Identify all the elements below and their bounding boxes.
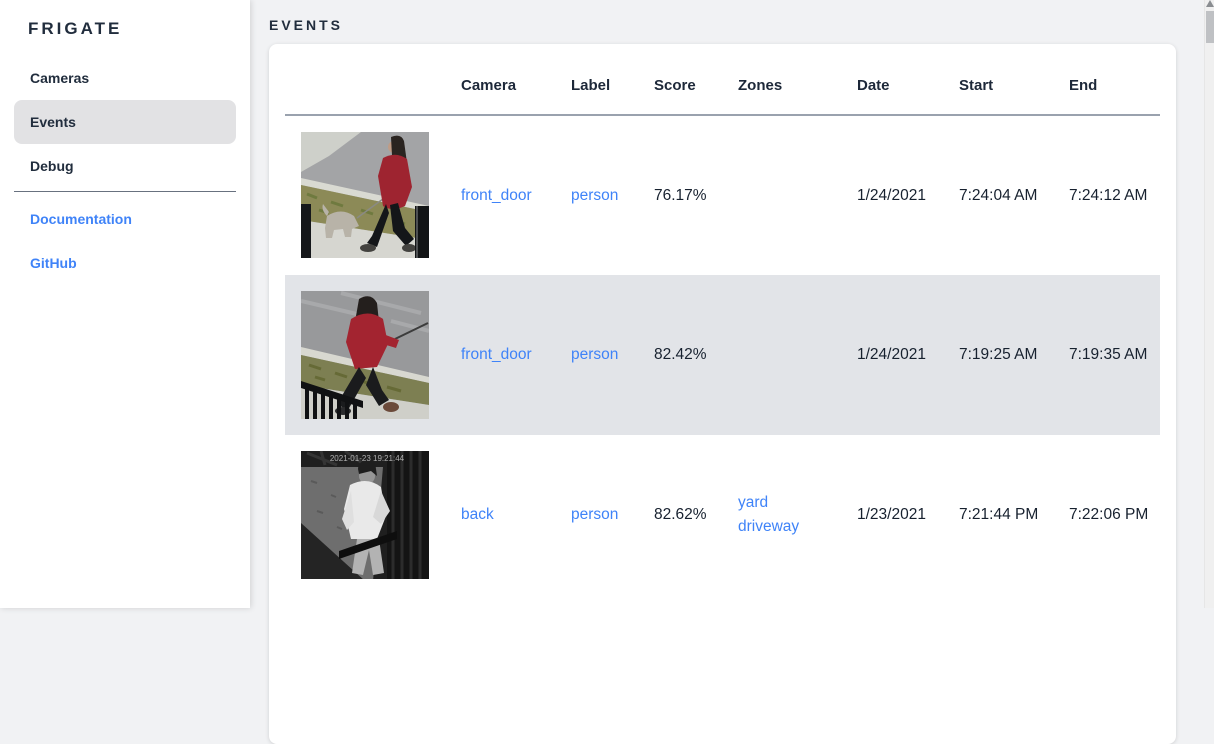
sidebar-link-documentation[interactable]: Documentation	[14, 197, 236, 241]
start-time-value: 7:19:25 AM	[959, 346, 1037, 363]
col-header-date: Date	[857, 44, 959, 115]
scrollbar-thumb[interactable]	[1206, 11, 1214, 43]
sidebar-item-debug[interactable]: Debug	[14, 144, 236, 188]
end-time-value: 7:22:06 PM	[1069, 506, 1148, 523]
zones-cell	[738, 115, 857, 275]
sidebar-link-github[interactable]: GitHub	[14, 241, 236, 285]
app-logo[interactable]: FRIGATE	[0, 0, 250, 39]
label-link[interactable]: person	[571, 506, 618, 523]
label-link[interactable]: person	[571, 187, 618, 204]
sidebar-nav: Cameras Events Debug	[0, 56, 250, 188]
zones-cell	[738, 275, 857, 435]
scrollbar[interactable]	[1204, 0, 1214, 608]
date-value: 1/24/2021	[857, 346, 926, 363]
zones-cell: yard driveway	[738, 435, 857, 595]
score-value: 82.62%	[654, 506, 707, 523]
sidebar-item-events[interactable]: Events	[14, 100, 236, 144]
col-header-end: End	[1069, 44, 1160, 115]
sidebar-divider	[14, 191, 236, 192]
event-thumbnail[interactable]	[301, 291, 429, 419]
page-title: EVENTS	[269, 17, 1204, 33]
col-header-thumbnail	[285, 44, 461, 115]
col-header-camera: Camera	[461, 44, 571, 115]
col-header-zones: Zones	[738, 44, 857, 115]
main-content: EVENTS Camera Label Score Zones Date Sta…	[250, 0, 1204, 608]
table-header-row: Camera Label Score Zones Date Start End	[285, 44, 1160, 115]
end-time-value: 7:19:35 AM	[1069, 346, 1147, 363]
date-value: 1/24/2021	[857, 187, 926, 204]
sidebar-item-cameras[interactable]: Cameras	[14, 56, 236, 100]
thumbnail-image-night-infrared: 2021-01-23 19:21:44	[301, 451, 429, 579]
camera-link[interactable]: front_door	[461, 187, 532, 204]
col-header-score: Score	[654, 44, 738, 115]
label-link[interactable]: person	[571, 346, 618, 363]
table-row: 2021-01-23 19:21:44 back person 82.62% y…	[285, 435, 1160, 595]
score-value: 76.17%	[654, 187, 707, 204]
score-value: 82.42%	[654, 346, 707, 363]
start-time-value: 7:24:04 AM	[959, 187, 1037, 204]
col-header-start: Start	[959, 44, 1069, 115]
table-row-highlighted: front_door person 82.42% 1/24/2021 7:19:…	[285, 275, 1160, 435]
scrollbar-up-arrow-icon[interactable]	[1206, 0, 1214, 7]
events-table: Camera Label Score Zones Date Start End	[285, 44, 1160, 595]
camera-link[interactable]: back	[461, 506, 494, 523]
date-value: 1/23/2021	[857, 506, 926, 523]
event-thumbnail[interactable]: 2021-01-23 19:21:44	[301, 451, 429, 579]
events-card: Camera Label Score Zones Date Start End	[269, 44, 1176, 744]
sidebar: FRIGATE Cameras Events Debug Documentati…	[0, 0, 250, 608]
thumbnail-image-day-dog-walk	[301, 132, 429, 258]
zone-link[interactable]: driveway	[738, 515, 857, 539]
camera-link[interactable]: front_door	[461, 346, 532, 363]
zone-link[interactable]: yard	[738, 491, 857, 515]
start-time-value: 7:21:44 PM	[959, 506, 1038, 523]
col-header-label: Label	[571, 44, 654, 115]
event-thumbnail[interactable]	[301, 132, 429, 260]
thumbnail-timestamp-overlay: 2021-01-23 19:21:44	[330, 454, 405, 463]
end-time-value: 7:24:12 AM	[1069, 187, 1147, 204]
table-row: front_door person 76.17% 1/24/2021 7:24:…	[285, 115, 1160, 275]
thumbnail-image-day-red-hoodie	[301, 291, 429, 419]
